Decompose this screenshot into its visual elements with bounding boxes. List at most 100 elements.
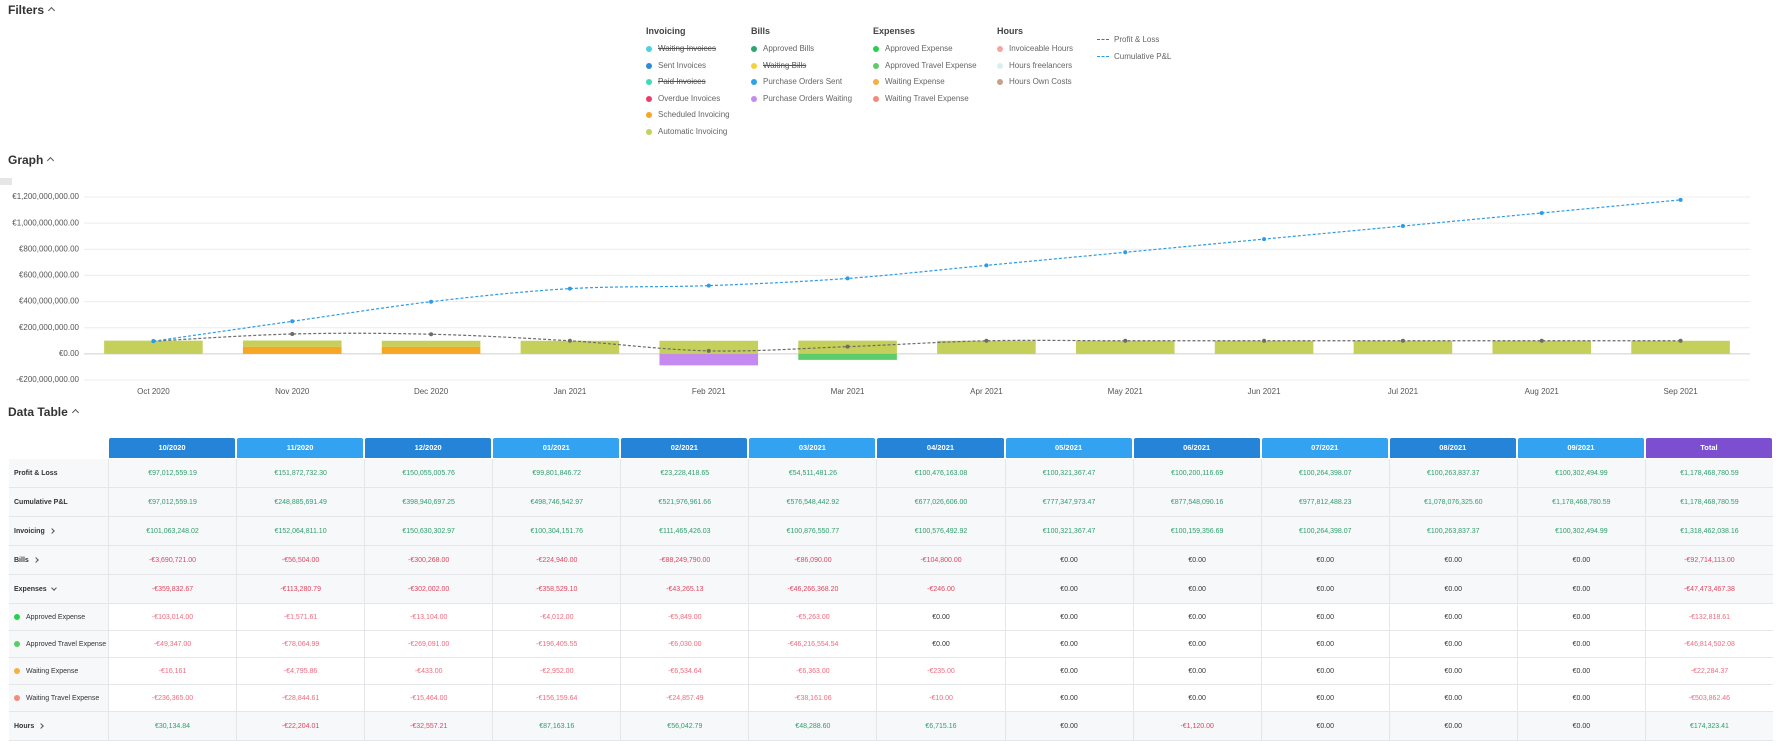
table-cell-text: -€103,014.00 — [151, 613, 194, 621]
table-cell: -€13,104.00 — [364, 604, 493, 631]
column-header-text: 10/2020 — [158, 443, 186, 452]
bar — [1075, 340, 1175, 354]
legend-item[interactable]: Approved Expense — [873, 44, 953, 53]
row-label: Expenses — [9, 575, 108, 604]
column-header-text: 11/2020 — [286, 443, 314, 452]
table-cell-text: €100,302,494.99 — [1555, 469, 1608, 477]
legend-swatch — [997, 79, 1003, 85]
column-header: 12/2020 — [365, 438, 492, 458]
table-cell-text: €99,801,846.72 — [532, 469, 582, 477]
legend-swatch — [873, 46, 879, 52]
graph-heading[interactable]: Graph — [8, 153, 53, 167]
table-cell: €0.00 — [1516, 685, 1645, 712]
column-header: 06/2021 — [1133, 438, 1260, 458]
table-cell: €0.00 — [1516, 546, 1645, 575]
legend-item[interactable]: Approved Travel Expense — [873, 61, 977, 70]
row-expander[interactable] — [48, 528, 55, 534]
table-cell-text: €0.00 — [1572, 667, 1591, 675]
table-cell-text: -€224,940.00 — [536, 556, 578, 564]
legend-item[interactable]: Waiting Travel Expense — [873, 94, 969, 103]
legend-item[interactable]: Waiting Expense — [873, 77, 945, 86]
y-tick-label: €600,000,000.00 — [19, 271, 80, 280]
legend-item[interactable]: Purchase Orders Waiting — [751, 94, 852, 103]
x-tick-label: Apr 2021 — [970, 387, 1003, 396]
table-cell-text: €0.00 — [932, 613, 950, 621]
point — [845, 344, 850, 349]
row-expander[interactable] — [32, 557, 39, 563]
table-cell: -€86,090.00 — [748, 546, 877, 575]
table-cell: €1,318,462,038.16 — [1644, 517, 1773, 546]
row-expander[interactable] — [50, 584, 57, 591]
column-header: 05/2021 — [1005, 438, 1132, 458]
legend-item[interactable]: Purchase Orders Sent — [751, 77, 842, 86]
table-cell-text: €100,159,356.69 — [1170, 527, 1224, 535]
legend-swatch — [751, 79, 757, 85]
table-cell: €521,976,961.66 — [620, 488, 749, 517]
table-cell-text: €0.00 — [1572, 585, 1591, 593]
legend-item[interactable]: Approved Bills — [751, 44, 814, 53]
legend-item[interactable]: Hours freelancers — [997, 61, 1072, 70]
point — [1400, 224, 1405, 229]
table-cell-text: -€24,857.49 — [666, 694, 704, 702]
table-cell: €100,302,494.99 — [1516, 517, 1645, 546]
column-header: 10/2020 — [109, 438, 236, 458]
bar — [242, 340, 342, 347]
table-cell-text: €152,064,811.10 — [274, 527, 327, 535]
filters-heading[interactable]: Filters — [8, 3, 54, 17]
table-cell-text: -€4,012.00 — [540, 613, 574, 621]
table-cell: €0.00 — [1004, 604, 1133, 631]
column-header: 11/2020 — [237, 438, 364, 458]
legend-item[interactable]: Profit & Loss — [1097, 35, 1159, 44]
table-cell-text: -€503,862.46 — [1688, 694, 1731, 702]
row-expander[interactable] — [38, 723, 45, 729]
table-cell-text: €0.00 — [1572, 556, 1591, 564]
table-cell-text: €100,321,367.47 — [1042, 527, 1096, 535]
legend-item[interactable]: Cumulative P&L — [1097, 52, 1171, 61]
table-cell: -€6,363.00 — [748, 658, 877, 685]
table-cell-text: €111,465,426.03 — [659, 527, 711, 535]
legend-item[interactable]: Paid Invoices — [646, 77, 706, 86]
point — [429, 299, 434, 304]
legend-item[interactable]: Hours Own Costs — [997, 77, 1072, 86]
legend-label: Scheduled Invoicing — [658, 110, 730, 119]
table-cell: -€22,204.01 — [236, 712, 365, 741]
legend-item[interactable]: Overdue Invoices — [646, 94, 720, 103]
point — [1539, 338, 1544, 343]
legend-item[interactable]: Waiting Bills — [751, 61, 806, 70]
legend-item[interactable]: Sent Invoices — [646, 61, 706, 70]
table-heading[interactable]: Data Table — [8, 405, 78, 419]
table-cell: -€46,814,502.08 — [1644, 631, 1773, 658]
table-cell: €6,715.16 — [876, 712, 1005, 741]
legend-item[interactable]: Scheduled Invoicing — [646, 110, 730, 119]
table-cell: €100,476,163.08 — [876, 459, 1005, 488]
legend-item[interactable]: Waiting Invoices — [646, 44, 716, 53]
table-cell-text: €100,576,492.92 — [914, 527, 968, 535]
column-header: 07/2021 — [1261, 438, 1388, 458]
table-cell-text: €0.00 — [1188, 640, 1206, 648]
table-cell: €977,812,488.23 — [1260, 488, 1389, 517]
table-cell-text: €0.00 — [1316, 613, 1334, 621]
table-cell-text: €0.00 — [1060, 694, 1078, 702]
table-cell-text: €0.00 — [1444, 667, 1463, 675]
table-cell-text: €0.00 — [1060, 722, 1078, 730]
table-cell: -€132,818.61 — [1644, 604, 1773, 631]
table-cell-text: -€15,464.00 — [409, 694, 448, 702]
point — [1262, 237, 1267, 242]
table-cell: €0.00 — [1004, 712, 1133, 741]
y-tick-label: €1,000,000,000.00 — [12, 218, 79, 227]
table-cell-text: €0.00 — [1444, 585, 1463, 593]
column-header-text: 05/2021 — [1055, 443, 1083, 452]
legend-swatch — [751, 62, 757, 69]
legend-item[interactable]: Automatic Invoicing — [646, 127, 727, 136]
table-cell-text: -€22,284.37 — [1690, 667, 1729, 675]
table-cell-text: -€13,104.00 — [409, 613, 448, 621]
table-cell: -€503,862.46 — [1644, 685, 1773, 712]
table-cell-text: €0.00 — [1572, 694, 1591, 702]
bar — [1353, 340, 1453, 354]
table-cell: €100,263,837.37 — [1388, 517, 1517, 546]
column-header-text: 02/2021 — [670, 443, 698, 452]
table-cell: €777,347,973.47 — [1004, 488, 1133, 517]
legend-item[interactable]: Invoiceable Hours — [997, 44, 1073, 53]
table-cell-text: -€5,263.00 — [796, 613, 830, 621]
table-cell-text: €0.00 — [1188, 667, 1206, 675]
